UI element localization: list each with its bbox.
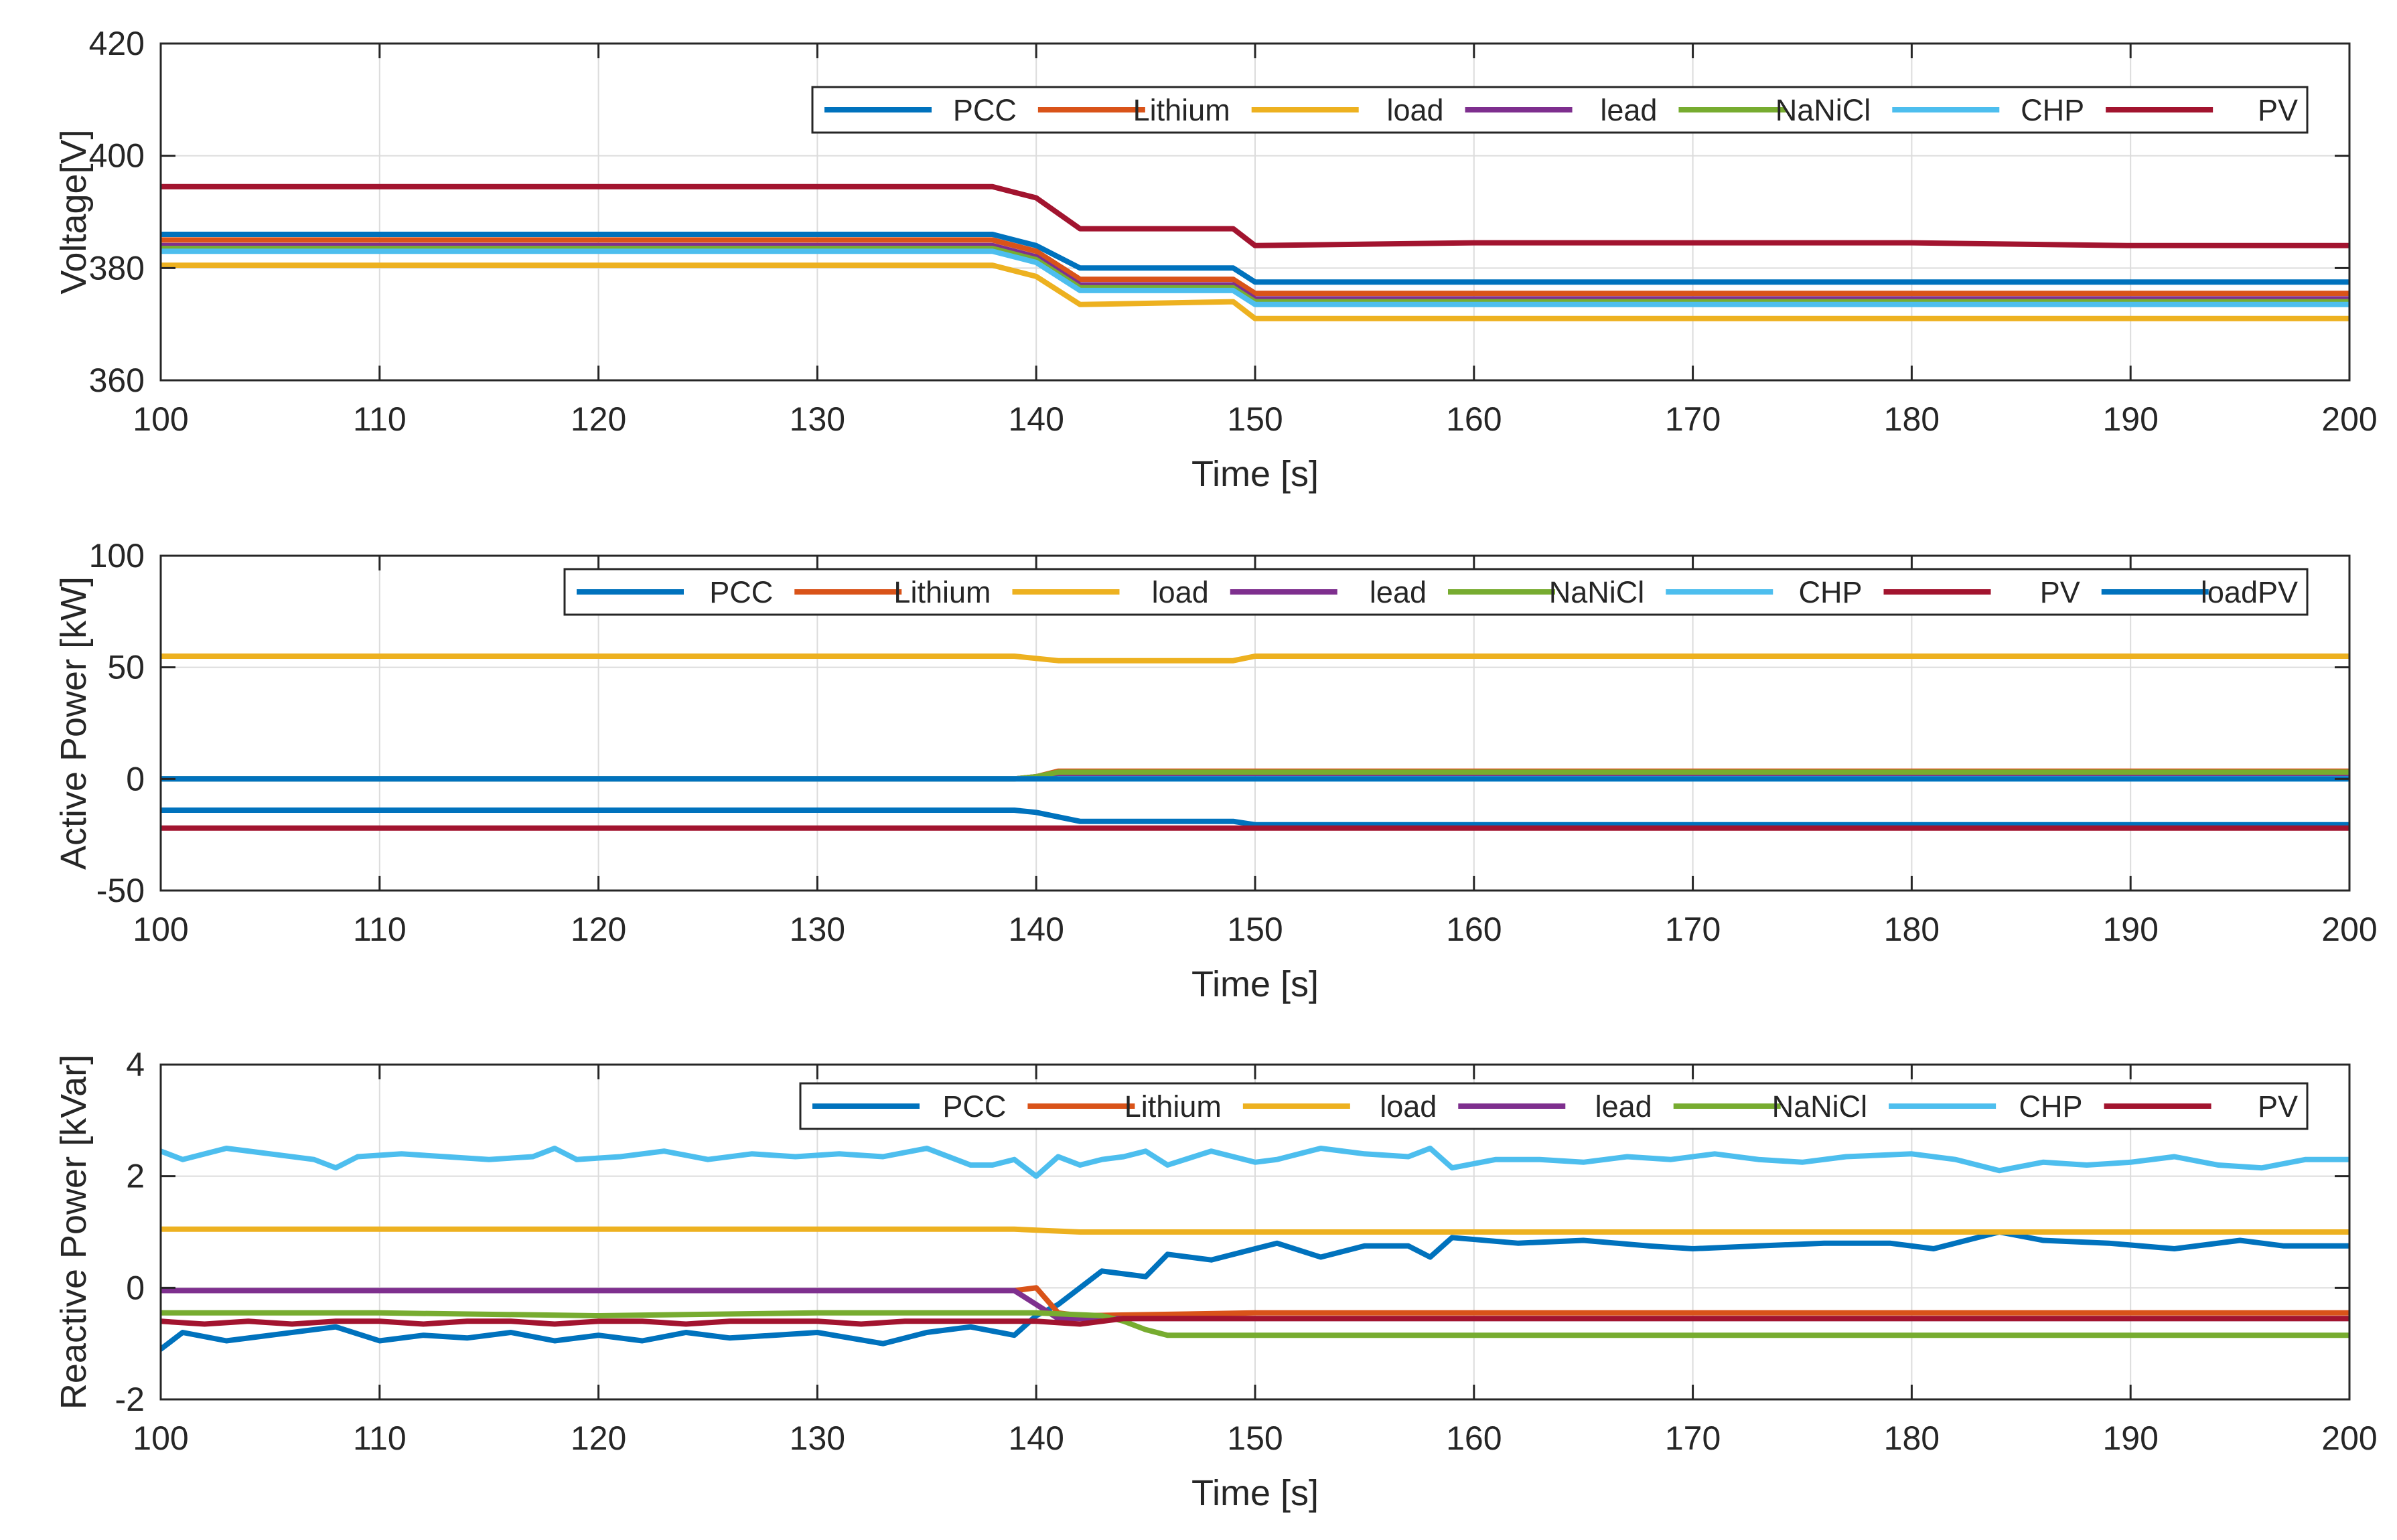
y-tick-label: 360 [89, 362, 145, 399]
x-tick-label: 130 [790, 911, 845, 948]
series-line-load [161, 1226, 2349, 1235]
legend: PCC Lithium load lead NaNiCl CHP PV [811, 86, 2309, 134]
y-tick-label: 2 [126, 1158, 145, 1195]
x-tick-label: 160 [1446, 911, 1502, 948]
series-line-pcc [161, 807, 2349, 828]
x-tick-label: 110 [353, 400, 407, 438]
x-tick-label: 110 [353, 1419, 407, 1457]
x-tick-label: 100 [133, 1419, 188, 1457]
y-tick-label: -2 [115, 1381, 145, 1418]
x-tick-label: 190 [2102, 911, 2158, 948]
series-line-chp [161, 1146, 2349, 1179]
x-tick-label: 170 [1665, 911, 1721, 948]
y-tick-label: 380 [89, 249, 145, 287]
x-tick-label: 200 [2321, 911, 2377, 948]
x-tick-label: 200 [2321, 1419, 2377, 1457]
chart-panel-3: 100 110 120 130 140 150 160 170 180 190 200 -2 0 2 4 Ti… [54, 1046, 2378, 1513]
x-tick-label: 200 [2321, 400, 2377, 438]
x-axis-label: Time [s] [1191, 1473, 1319, 1513]
legend-label-lithium: Lithium [1133, 93, 1230, 127]
series-line-load [161, 262, 2349, 321]
series-line-pv [161, 183, 2349, 248]
series-line-chp [161, 248, 2349, 307]
y-axis-label: Reactive Power [kVar] [54, 1055, 94, 1409]
series-line-pv [161, 1316, 2349, 1327]
legend-label-load: load [1380, 1089, 1437, 1124]
legend-label-pv: PV [2258, 1089, 2298, 1124]
x-tick-label: 190 [2102, 1419, 2158, 1457]
legend: PCC Lithium load lead NaNiCl CHP PV [799, 1082, 2309, 1130]
x-tick-label: 160 [1446, 400, 1502, 438]
x-tick-label: 120 [571, 1419, 626, 1457]
x-tick-label: 100 [133, 911, 188, 948]
x-tick-label: 170 [1665, 400, 1721, 438]
legend-label-nanicl: NaNiCl [1549, 575, 1645, 609]
legend-label-nanicl: NaNiCl [1772, 1089, 1868, 1124]
legend-label-lithium: Lithium [1124, 1089, 1222, 1124]
x-tick-label: 160 [1446, 1419, 1502, 1457]
legend-label-loadpv: loadPV [2201, 575, 2298, 609]
y-axis-label: Active Power [kW] [54, 576, 94, 870]
y-tick-label: -50 [96, 872, 145, 909]
legend-label-pv: PV [2040, 575, 2080, 609]
x-tick-label: 180 [1884, 911, 1940, 948]
x-tick-label: 150 [1227, 911, 1283, 948]
legend-label-nanicl: NaNiCl [1775, 93, 1871, 127]
legend-label-chp: CHP [1798, 575, 1862, 609]
x-tick-label: 130 [790, 1419, 845, 1457]
y-tick-label: 0 [126, 760, 145, 797]
x-tick-label: 120 [571, 400, 626, 438]
legend-label-lead: lead [1595, 1089, 1652, 1124]
x-tick-label: 130 [790, 400, 845, 438]
x-tick-label: 150 [1227, 1419, 1283, 1457]
x-tick-label: 180 [1884, 1419, 1940, 1457]
legend-label-pcc: PCC [709, 575, 773, 609]
x-tick-label: 180 [1884, 400, 1940, 438]
y-axis-label: Voltage[V] [54, 129, 94, 294]
x-axis-label: Time [s] [1191, 454, 1319, 494]
y-tick-label: 0 [126, 1269, 145, 1306]
series-line-pcc [161, 232, 2349, 285]
legend-label-lead: lead [1370, 575, 1427, 609]
legend-label-pv: PV [2258, 93, 2298, 127]
x-tick-label: 140 [1008, 1419, 1064, 1457]
y-tick-label: 400 [89, 137, 145, 175]
x-tick-label: 100 [133, 400, 188, 438]
legend-label-load: load [1386, 93, 1443, 127]
series-group [161, 653, 2349, 831]
series-line-lithium [161, 237, 2349, 297]
x-tick-label: 110 [353, 911, 407, 948]
legend-label-chp: CHP [2021, 93, 2084, 127]
series-line-pcc [161, 1229, 2349, 1352]
series-group [161, 183, 2349, 321]
x-axis-label: Time [s] [1191, 964, 1319, 1004]
series-line-lead [161, 242, 2349, 302]
x-tick-label: 140 [1008, 911, 1064, 948]
y-tick-label: 50 [107, 649, 145, 686]
x-tick-label: 170 [1665, 1419, 1721, 1457]
series-line-load [161, 653, 2349, 664]
y-tick-label: 100 [89, 537, 145, 574]
y-tick-label: 420 [89, 25, 145, 62]
legend-label-pcc: PCC [953, 93, 1017, 127]
legend-label-lead: lead [1600, 93, 1657, 127]
legend-label-load: load [1152, 575, 1209, 609]
legend-label-lithium: Lithium [893, 575, 991, 609]
legend: PCC Lithium load lead NaNiCl CHP PV loadPV [563, 568, 2309, 616]
legend-label-pcc: PCC [942, 1089, 1006, 1124]
y-tick-label: 4 [126, 1046, 145, 1083]
chart-panel-2: 100 110 120 130 140 150 160 170 180 190 200 -50 0 50 1… [54, 537, 2378, 1004]
series-line-nanicl [161, 246, 2349, 305]
legend-label-chp: CHP [2019, 1089, 2083, 1124]
chart-panel-1: 100 110 120 130 140 150 160 170 180 190 200 360 380 4… [54, 25, 2378, 494]
x-tick-label: 120 [571, 911, 626, 948]
x-tick-label: 140 [1008, 400, 1064, 438]
x-tick-label: 150 [1227, 400, 1283, 438]
series-line-nanicl [161, 1310, 2349, 1338]
x-tick-label: 190 [2102, 400, 2158, 438]
series-group [161, 1146, 2349, 1352]
